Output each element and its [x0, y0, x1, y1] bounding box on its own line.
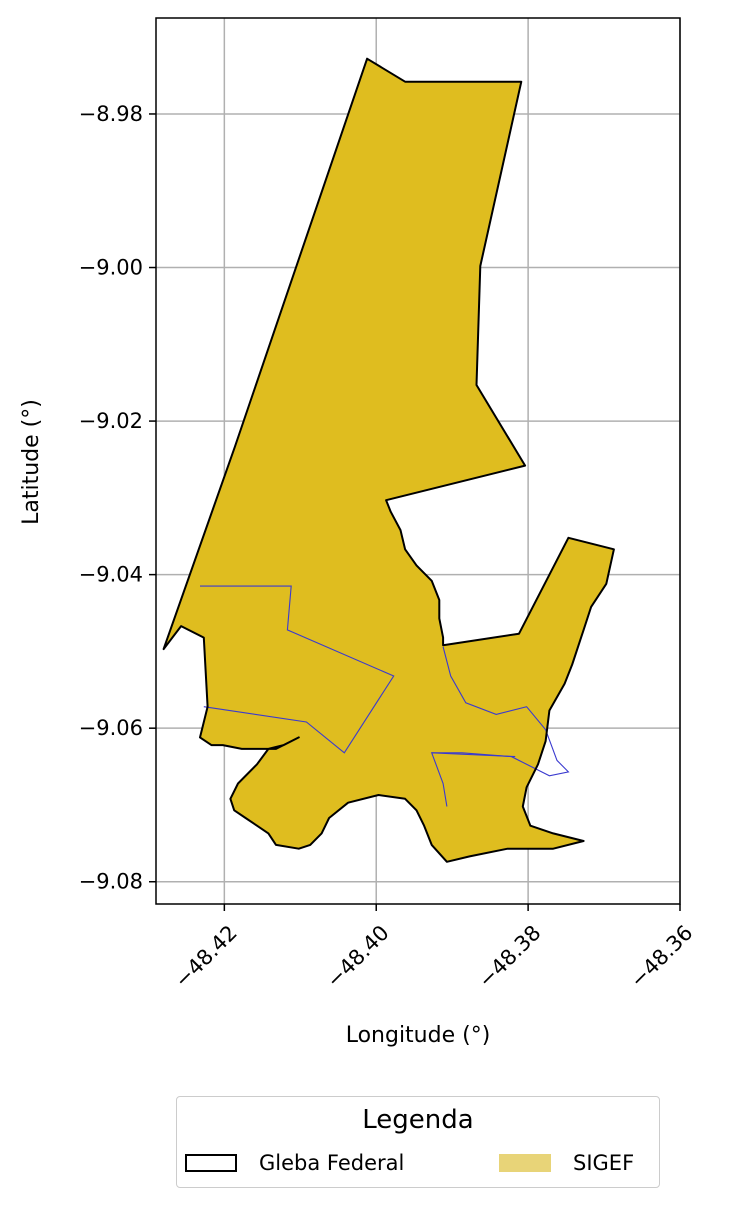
y-tick-label-0: −8.98 — [79, 102, 143, 126]
legend-swatch-gleba-federal — [185, 1154, 237, 1172]
parcel-boundary-south — [431, 752, 516, 758]
y-tick-label-4: −9.06 — [79, 716, 143, 740]
y-tick-label-5: −9.08 — [79, 870, 143, 894]
y-tick-label-3: −9.04 — [79, 563, 143, 587]
parcel-boundary-west — [200, 585, 395, 754]
sigef-area — [163, 58, 614, 862]
gleba-federal-outline — [162, 57, 615, 863]
plot-frame — [155, 17, 681, 905]
legend-title: Legenda — [362, 1105, 474, 1135]
legend-swatch-sigef — [499, 1154, 551, 1172]
x-tick-label-2: −48.38 — [474, 921, 546, 993]
map-shapes — [162, 57, 615, 863]
x-tick-label-1: −48.40 — [322, 921, 394, 993]
y-axis-label: Latitude (°) — [19, 399, 44, 525]
x-tick-label-3: −48.36 — [626, 921, 698, 993]
legend-label-sigef: SIGEF — [573, 1151, 635, 1175]
legend: Legenda Gleba Federal SIGEF — [176, 1096, 660, 1188]
legend-entry-sigef: SIGEF — [499, 1149, 634, 1177]
y-tick-label-1: −9.00 — [79, 256, 143, 280]
legend-entry-gleba-federal: Gleba Federal — [185, 1149, 404, 1177]
x-tick-label-0: −48.42 — [170, 921, 242, 993]
x-axis-label: Longitude (°) — [346, 1023, 491, 1048]
legend-label-gleba-federal: Gleba Federal — [259, 1151, 405, 1175]
y-tick-label-2: −9.02 — [79, 409, 143, 433]
